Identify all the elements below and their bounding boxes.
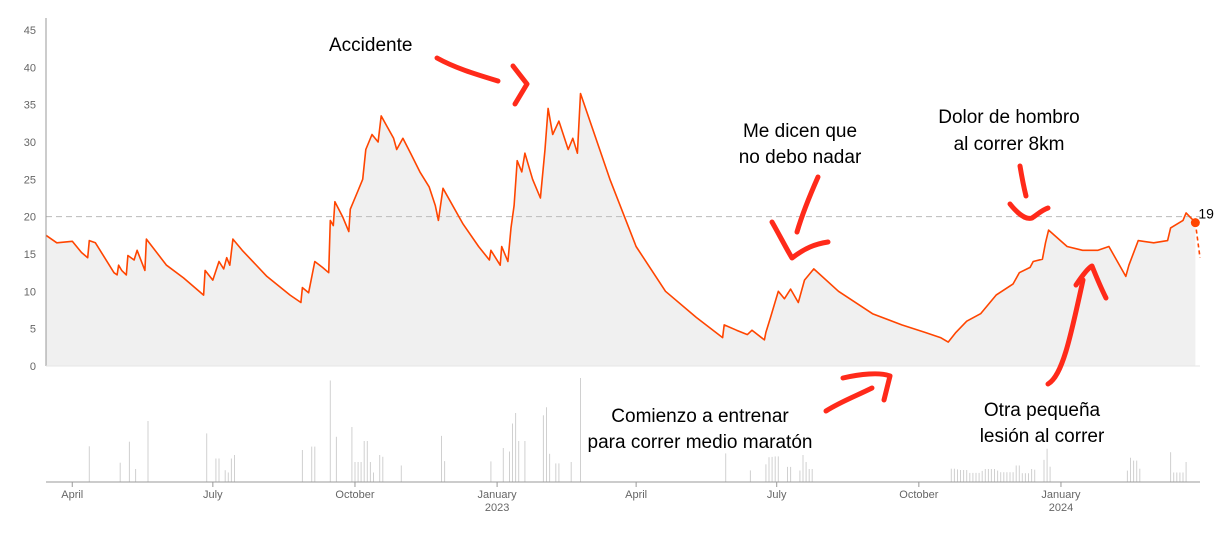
x-tick-label: January — [478, 489, 518, 501]
activity-bars — [88, 378, 1187, 482]
x-tick-year-label: 2024 — [1049, 502, 1073, 514]
y-tick-label: 30 — [24, 137, 36, 149]
arrow-training-head-icon — [840, 371, 893, 403]
arrow-accidente-head-icon — [510, 63, 530, 107]
annotation-no-swim-line-1: Me dicen que — [743, 121, 857, 142]
arrow-injury-icon — [1045, 277, 1086, 387]
annotation-injury-line-2: lesión al correr — [980, 426, 1105, 447]
annotation-no-swim-line-2: no debo nadar — [739, 147, 862, 168]
y-tick-label: 40 — [24, 62, 36, 74]
y-tick-label: 20 — [24, 212, 36, 224]
annotation-training-line-1: Comienzo a entrenar — [611, 406, 789, 427]
x-tick-label: July — [767, 489, 787, 501]
series-area — [46, 93, 1196, 366]
y-tick-label: 25 — [24, 174, 36, 186]
y-tick-label: 0 — [30, 361, 36, 373]
overlay: 19 — [1190, 206, 1214, 228]
annotation-shoulder-line-1: Dolor de hombro — [938, 107, 1080, 128]
x-tick-label: July — [203, 489, 223, 501]
annotation-shoulder-line-2: al correr 8km — [954, 134, 1065, 155]
arrow-training-icon — [823, 385, 875, 414]
arrow-no-swim-head-icon — [769, 219, 831, 261]
arrow-no-swim-icon — [794, 174, 821, 235]
annotation-training-line-2: para correr medio maratón — [588, 432, 813, 453]
y-axis: 0 5 10 15 20 25 30 35 40 45 — [24, 18, 1200, 373]
projection-line — [1194, 222, 1201, 258]
main-area — [45, 92, 1201, 366]
annotation-injury-line-1: Otra pequeña — [984, 400, 1101, 421]
x-tick-label: October — [335, 489, 374, 501]
arrow-injury-head-icon — [1073, 263, 1109, 301]
x-tick-year-label: 2023 — [485, 502, 509, 514]
arrow-accidente-icon — [434, 55, 501, 84]
last-point-marker — [1190, 218, 1200, 228]
y-tick-label: 10 — [24, 286, 36, 298]
arrow-shoulder-icon — [1017, 163, 1029, 199]
series-line — [45, 92, 1196, 343]
x-tick-label: April — [625, 489, 647, 501]
y-tick-label: 45 — [24, 25, 36, 37]
x-tick-label: January — [1041, 489, 1081, 501]
last-value-label: 19 — [1198, 206, 1214, 222]
x-tick-label: April — [61, 489, 83, 501]
arrow-shoulder-head-icon — [1007, 201, 1051, 221]
annotation-accidente: Accidente — [329, 35, 412, 56]
y-tick-label: 15 — [24, 249, 36, 261]
annotation-arrows — [434, 55, 1109, 414]
y-tick-label: 5 — [30, 324, 36, 336]
x-tick-label: October — [899, 489, 938, 501]
y-tick-label: 35 — [24, 100, 36, 112]
